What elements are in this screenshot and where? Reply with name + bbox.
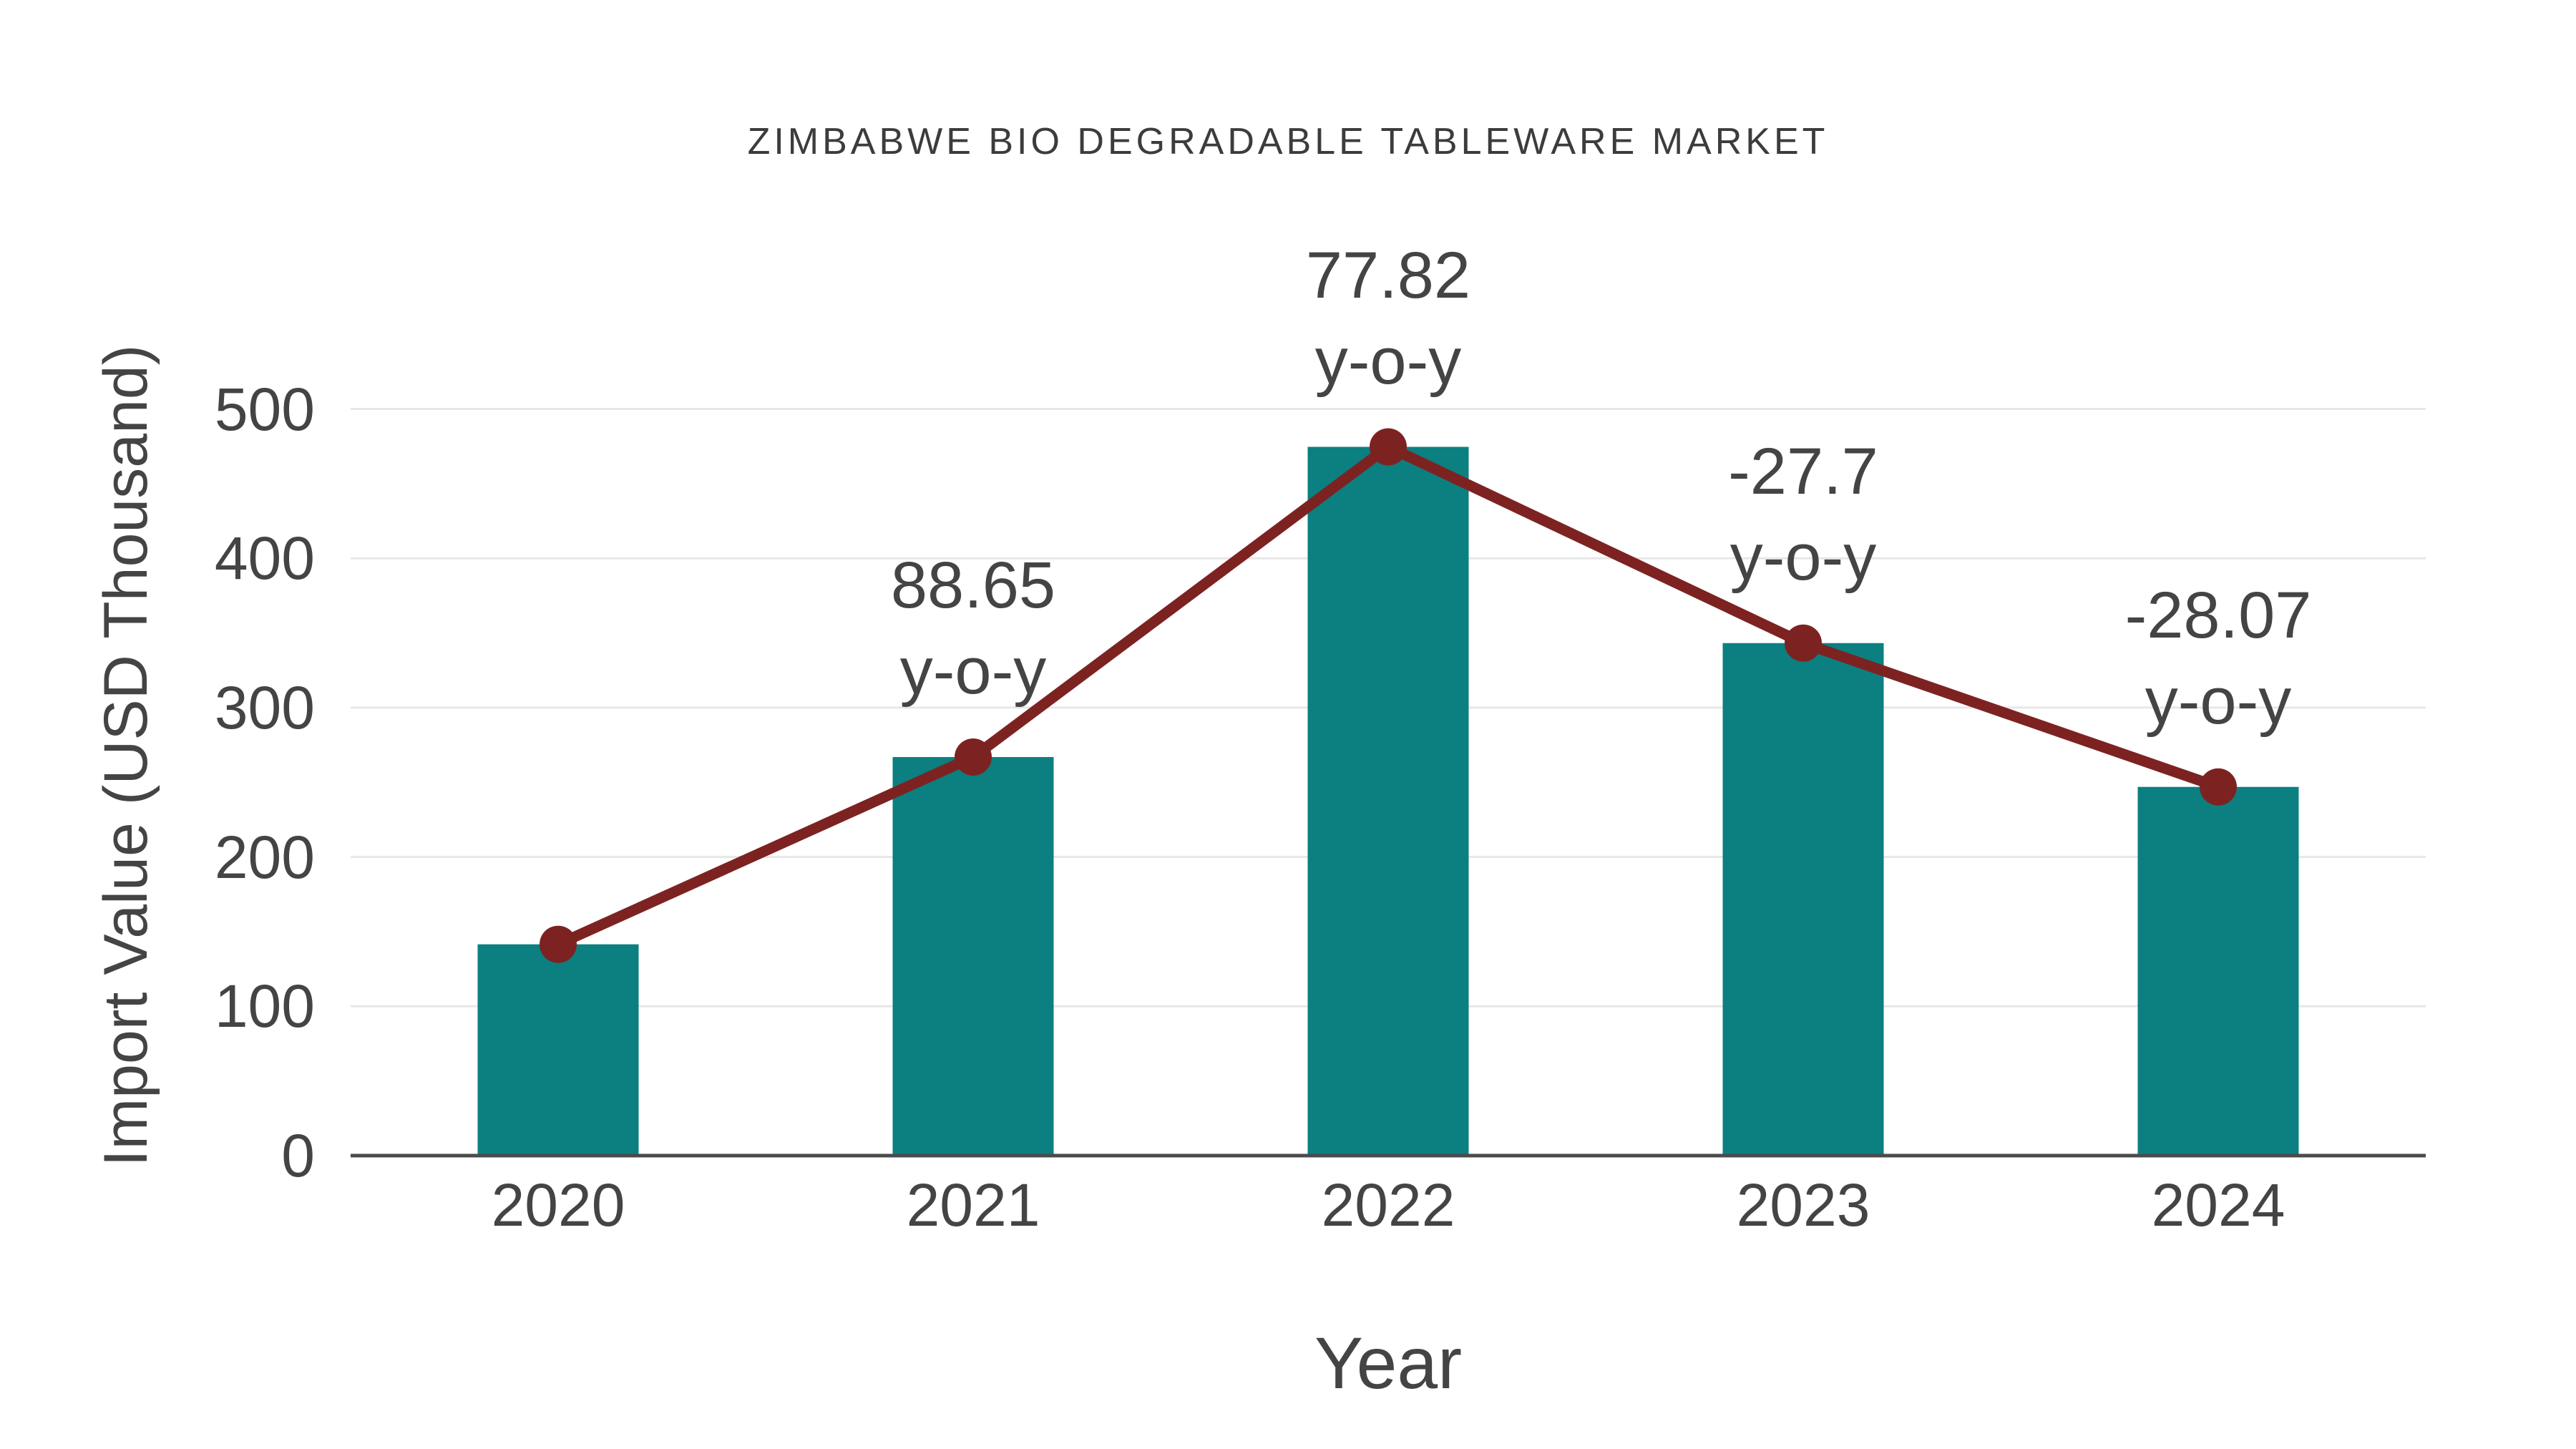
y-tick-label-400: 400 [214,525,315,592]
yoy-annotation-label-2021: y-o-y [899,634,1047,708]
x-tick-label-2022: 2022 [1321,1171,1455,1239]
yoy-annotation-value-2021: 88.65 [890,548,1056,622]
data-point-marker-2020 [540,925,577,963]
yoy-annotation-value-2024: -28.07 [2124,578,2312,652]
yoy-annotation-label-2023: y-o-y [1729,520,1877,594]
chart-title: ZIMBABWE BIO DEGRADABLE TABLEWARE MARKET [747,121,1829,162]
x-tick-label-2023: 2023 [1736,1171,1870,1239]
bar-2020 [477,944,639,1156]
y-tick-label-500: 500 [214,375,315,443]
bar-2023 [1722,643,1884,1156]
bar-2024 [2137,786,2299,1156]
data-point-marker-2024 [2200,768,2237,806]
data-point-marker-2022 [1370,428,1407,466]
data-point-marker-2021 [955,738,992,776]
yoy-annotation-value-2023: -27.7 [1728,434,1878,508]
y-tick-label-0: 0 [281,1122,315,1189]
x-tick-label-2021: 2021 [906,1171,1040,1239]
x-tick-label-2020: 2020 [491,1171,625,1239]
x-tick-label-2024: 2024 [2151,1171,2285,1239]
yoy-annotation-value-2022: 77.82 [1305,238,1471,312]
y-tick-label-100: 100 [214,972,315,1040]
y-tick-label-300: 300 [214,673,315,741]
bar-2022 [1307,447,1469,1156]
bar-2021 [892,756,1054,1156]
yoy-annotation-label-2022: y-o-y [1314,324,1462,398]
yoy-annotation-label-2024: y-o-y [2145,664,2292,738]
y-tick-label-200: 200 [214,823,315,891]
data-point-marker-2023 [1785,624,1822,662]
x-axis-title: Year [1314,1322,1463,1404]
